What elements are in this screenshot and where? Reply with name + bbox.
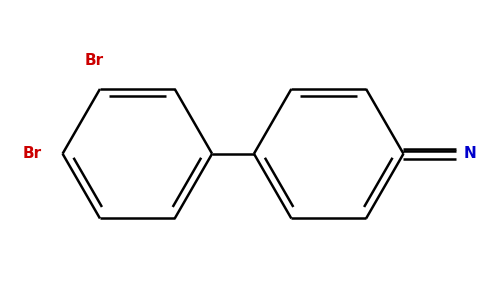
Text: Br: Br — [84, 53, 104, 68]
Text: N: N — [463, 146, 476, 161]
Text: Br: Br — [23, 146, 42, 161]
